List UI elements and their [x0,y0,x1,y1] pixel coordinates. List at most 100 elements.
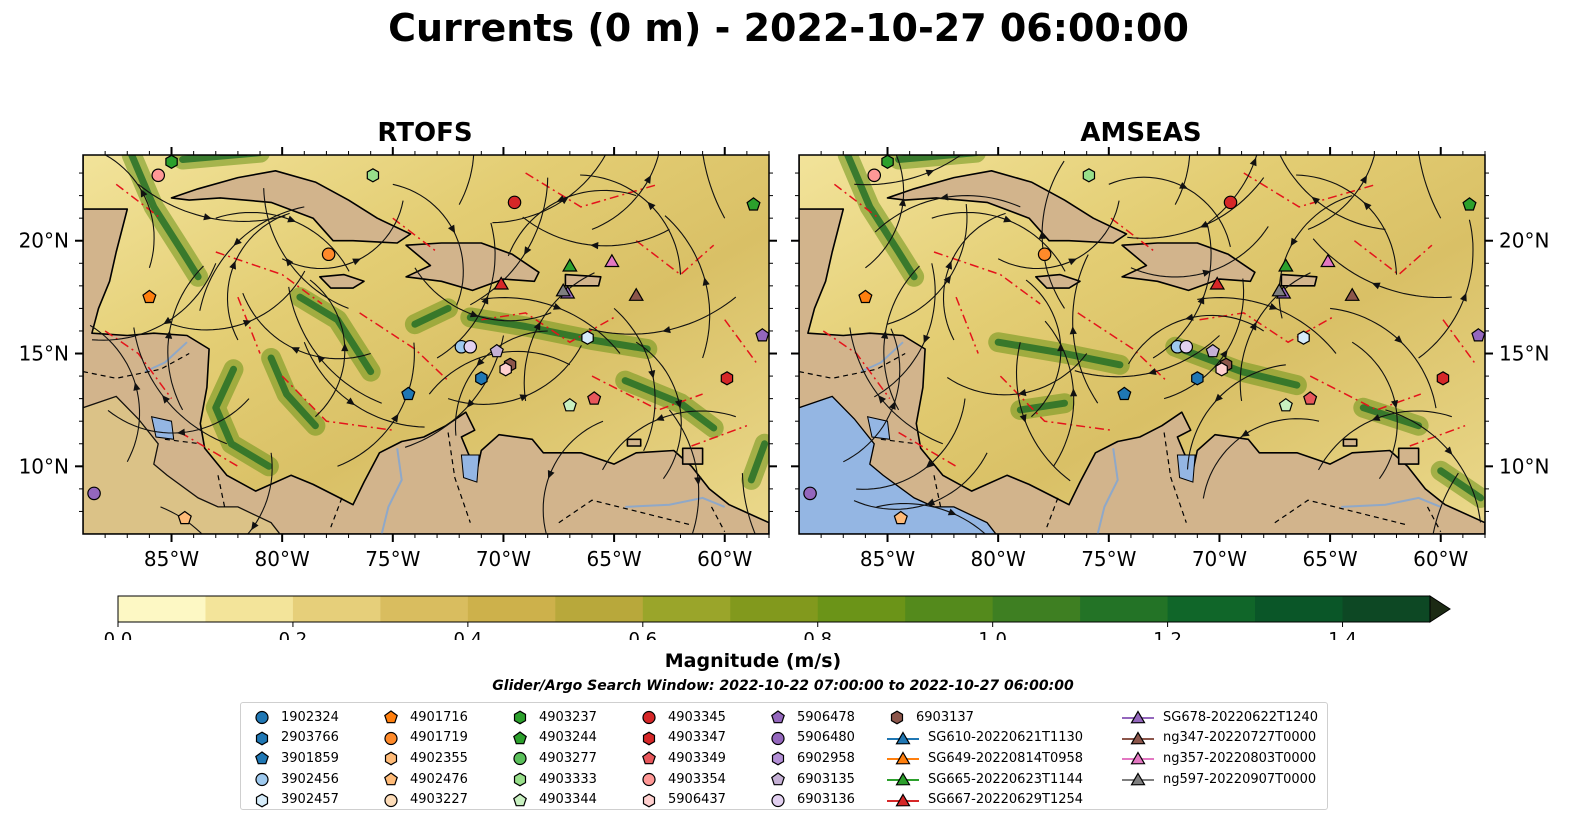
streamline-arrow [1371,414,1381,421]
land-florida [219,155,249,156]
eez-boundary [104,330,173,400]
streamline-arrow [287,215,296,223]
streamline-arrow [1186,125,1193,133]
legend-marker [513,772,527,787]
legend-symbol [384,772,398,786]
legend-symbol [384,710,398,724]
streamline-arrow [1220,349,1228,359]
eez-boundary [180,431,239,467]
legend-item: 5906478 [767,707,855,728]
streamline-arrow [1068,258,1077,266]
colorbar-bin [380,596,469,622]
legend-item: 6903135 [767,769,855,790]
marker-ng347-20220727T0000 [1344,287,1360,301]
marker-4903345 [507,195,522,210]
legend-item: 4902355 [380,748,468,769]
legend-symbol [513,731,527,745]
legend-item: 3901859 [251,748,339,769]
legend-symbol [384,731,398,745]
streamline-arrow [162,395,170,404]
marker-ng357-20220803T0000 [604,253,620,268]
legend-item: 1902324 [251,707,339,728]
streamline-arrow [233,237,242,246]
legend-marker [771,751,785,766]
lat-tick-label: 10°N [1499,454,1549,478]
land-puertorico [1280,273,1318,287]
streamline-arrow [1069,326,1077,335]
lon-tick-label: 85°W [860,547,915,571]
streamline-arrow [1197,295,1205,305]
streamline-arrow [176,428,186,436]
marker-4903347 [720,371,734,386]
streamline-arrow [925,169,935,177]
legend-marker [895,772,911,786]
streamline-arrow [898,198,906,207]
legend-symbol [1122,731,1154,745]
legend-label: SG610-20220621T1130 [928,730,1084,746]
legend-label: ng597-20220907T0000 [1163,771,1317,787]
marker-6903135 [1205,343,1220,358]
country-border [710,506,726,532]
streamline [1418,155,1442,219]
streamline-arrow [341,343,349,352]
streamline-arrow [285,257,294,267]
legend-item: 4903349 [638,748,726,769]
legend-marker [890,710,904,725]
colorbar-tick-label: 1.4 [1328,629,1357,640]
country-border [1426,506,1442,532]
streamline-arrow [662,326,671,334]
legend-column: 5906478 5906480 6902958 6903135 6903136 [767,707,855,810]
lat-tick-label: 10°N [19,454,69,478]
marker-SG665-20220623T1144 [1278,258,1294,272]
legend-label: 4903345 [668,709,726,725]
streamline [741,473,756,534]
marker-ng357-20220803T0000 [1320,253,1336,268]
eez-boundary [359,312,449,382]
marker-4903344 [562,397,577,412]
legend-symbol [642,751,656,765]
colorbar-label: Magnitude (m/s) [664,650,842,672]
legend-item: ng347-20220727T0000 [1121,728,1318,749]
lake [1176,454,1196,483]
lon-tick-label: 80°W [255,547,310,571]
legend-label: ng347-20220727T0000 [1163,730,1317,746]
legend-label: SG678-20220622T1240 [1163,709,1319,725]
legend-marker [384,751,398,766]
streamline-arrow [481,295,489,305]
legend-item: 4903354 [638,769,726,790]
legend-symbol [887,731,919,745]
streamline-arrow [533,321,541,331]
streamline-arrow [702,277,710,286]
legend-label: 4901719 [410,730,468,746]
streamline-arrow [1202,269,1212,277]
marker-SG665-20220623T1144 [562,258,578,272]
legend-column: SG678-20220622T1240 ng347-20220727T0000 ng… [1121,707,1318,789]
legend-marker [895,751,911,765]
streamline-arrow [391,413,399,423]
lon-tick-label: 70°W [1192,547,1247,571]
colorbar-extend-arrow [1429,595,1451,623]
current-jet-core [179,155,263,163]
legend-marker [255,731,269,746]
legend-label: SG649-20220814T0958 [928,750,1084,766]
legend-marker [384,731,398,745]
streamline-arrow [133,382,141,391]
current-jet-core [1359,404,1423,430]
streamline-arrow [1360,175,1367,184]
colorbar-tick-label: 0.0 [104,629,133,640]
streamline-arrow [140,188,148,198]
current-jet-core [411,304,452,328]
legend-symbol [642,711,656,725]
legend-symbol [771,710,785,724]
streamline-arrow [655,414,665,421]
streamline-arrow [1003,215,1012,223]
legend-column: 4903237 4903244 4903277 4903333 4903344 [509,707,597,810]
legend-item: 3902457 [251,789,339,810]
streamline-arrow [352,258,361,266]
colorbar-bin [1167,596,1256,622]
marker-4903354 [867,168,882,183]
legend-symbol [771,731,785,745]
map-frame [82,154,770,535]
legend-symbol [1122,772,1154,786]
streamline-arrow [165,330,173,339]
